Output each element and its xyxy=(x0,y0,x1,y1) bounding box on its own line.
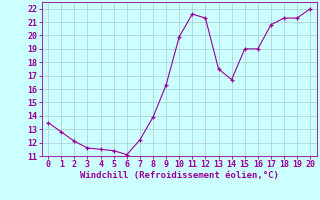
X-axis label: Windchill (Refroidissement éolien,°C): Windchill (Refroidissement éolien,°C) xyxy=(80,171,279,180)
